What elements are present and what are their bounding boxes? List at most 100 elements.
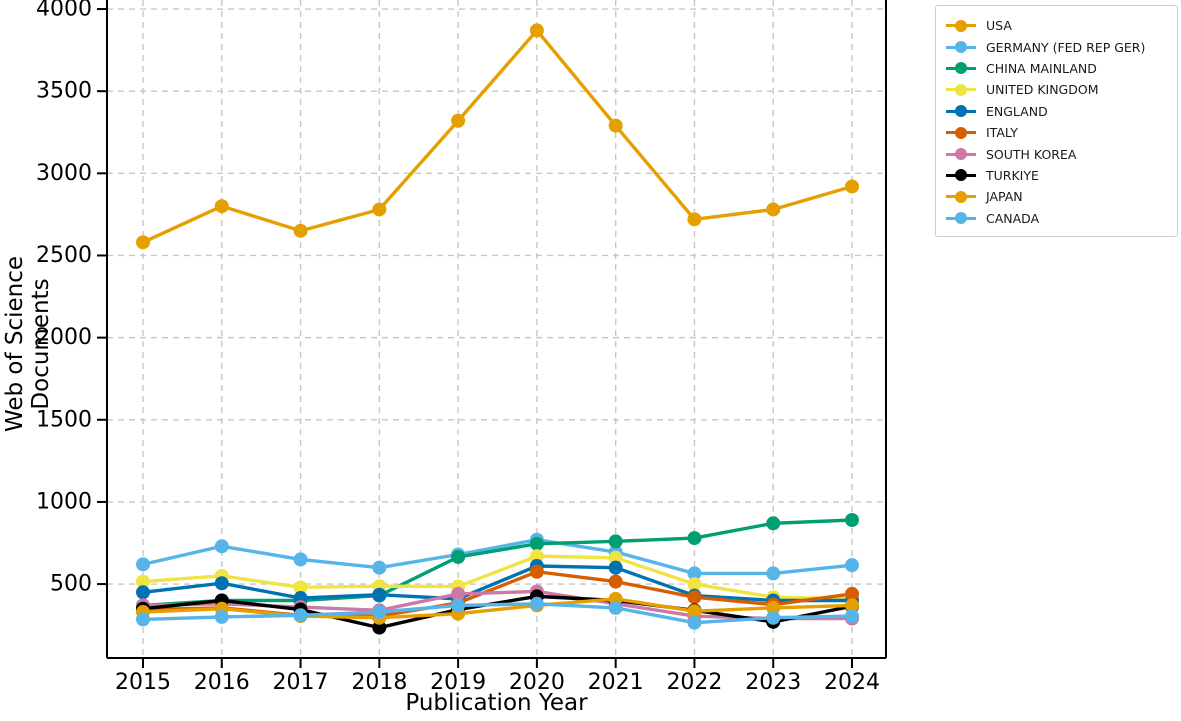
legend-label: TURKIYE bbox=[986, 167, 1039, 183]
x-tick-label: 2021 bbox=[588, 670, 644, 695]
legend: USA GERMANY (FED REP GER) CHINA MAINLAND UN… bbox=[935, 5, 1178, 237]
x-tick-label: 2022 bbox=[666, 670, 722, 695]
data-point bbox=[608, 574, 623, 589]
data-point bbox=[136, 585, 150, 600]
data-point bbox=[608, 560, 623, 575]
data-point bbox=[766, 610, 781, 625]
data-point bbox=[766, 516, 781, 531]
series-united-kingdom bbox=[136, 549, 859, 606]
y-tick-label: 1500 bbox=[36, 407, 92, 432]
data-point bbox=[136, 235, 150, 250]
legend-line-marker-icon bbox=[946, 211, 976, 225]
x-tick-label: 2019 bbox=[430, 670, 486, 695]
legend-item: GERMANY (FED REP GER) bbox=[946, 36, 1169, 57]
data-point bbox=[687, 577, 702, 592]
data-point bbox=[372, 604, 387, 619]
data-point bbox=[766, 600, 781, 615]
data-point bbox=[845, 609, 859, 624]
series-line bbox=[142, 597, 853, 620]
legend-item: UNITED KINGDOM bbox=[946, 79, 1169, 100]
data-point bbox=[214, 609, 229, 624]
legend-label: JAPAN bbox=[986, 189, 1023, 205]
x-axis-label: Publication Year bbox=[405, 690, 588, 716]
data-point bbox=[214, 539, 229, 554]
legend-item: USA bbox=[946, 15, 1169, 36]
y-tick-label: 2500 bbox=[36, 243, 92, 268]
series-line bbox=[142, 554, 853, 601]
data-point bbox=[372, 620, 387, 635]
data-point bbox=[293, 552, 308, 567]
series-germany-fed-rep-ger- bbox=[136, 532, 859, 581]
legend-item: TURKIYE bbox=[946, 165, 1169, 186]
series-line bbox=[142, 602, 853, 625]
data-point bbox=[845, 179, 859, 194]
data-point bbox=[529, 536, 544, 551]
legend-label: GERMANY (FED REP GER) bbox=[986, 39, 1146, 55]
data-point bbox=[293, 223, 308, 238]
data-point bbox=[451, 549, 466, 564]
legend-line-marker-icon bbox=[946, 147, 976, 161]
legend-label: UNITED KINGDOM bbox=[986, 82, 1099, 98]
data-point bbox=[687, 531, 702, 546]
data-point bbox=[293, 580, 308, 595]
data-point bbox=[845, 598, 859, 613]
data-point bbox=[136, 557, 150, 572]
legend-line-marker-icon bbox=[946, 61, 976, 75]
x-tick-label: 2016 bbox=[194, 670, 250, 695]
legend-item: SOUTH KOREA bbox=[946, 143, 1169, 164]
data-point bbox=[687, 212, 702, 227]
legend-label: SOUTH KOREA bbox=[986, 146, 1077, 162]
series-line bbox=[142, 537, 853, 576]
legend-line-marker-icon bbox=[946, 83, 976, 97]
series-canada bbox=[136, 596, 859, 630]
x-tick-label: 2024 bbox=[824, 670, 880, 695]
x-tick-label: 2020 bbox=[509, 670, 565, 695]
data-point bbox=[451, 598, 466, 613]
data-point bbox=[372, 587, 387, 602]
x-tick-label: 2015 bbox=[115, 670, 171, 695]
legend-label: CANADA bbox=[986, 210, 1040, 226]
data-point bbox=[451, 586, 466, 601]
y-tick-label: 2000 bbox=[36, 325, 92, 350]
data-point bbox=[529, 23, 544, 38]
y-tick-label: 500 bbox=[50, 572, 92, 597]
x-tick-label: 2023 bbox=[745, 670, 801, 695]
legend-line-marker-icon bbox=[946, 104, 976, 118]
series-usa bbox=[136, 23, 859, 250]
data-point bbox=[608, 534, 623, 549]
series-line bbox=[142, 27, 853, 244]
data-point bbox=[608, 550, 623, 565]
y-axis-label: Web of Science Documents bbox=[2, 255, 54, 433]
data-point bbox=[293, 608, 308, 623]
y-tick-label: 3000 bbox=[36, 161, 92, 186]
data-point bbox=[845, 558, 859, 573]
data-point bbox=[845, 586, 859, 601]
legend-item: JAPAN bbox=[946, 186, 1169, 207]
legend-item: ITALY bbox=[946, 122, 1169, 143]
legend-label: ITALY bbox=[986, 125, 1018, 141]
legend-item: CANADA bbox=[946, 208, 1169, 229]
data-point bbox=[845, 512, 859, 527]
data-point bbox=[766, 202, 781, 217]
legend-line-marker-icon bbox=[946, 19, 976, 33]
x-tick-label: 2017 bbox=[273, 670, 329, 695]
legend-line-marker-icon bbox=[946, 40, 976, 54]
data-point bbox=[766, 566, 781, 581]
data-point bbox=[687, 615, 702, 630]
y-tick-label: 1000 bbox=[36, 489, 92, 514]
legend-line-marker-icon bbox=[946, 190, 976, 204]
data-point bbox=[687, 604, 702, 619]
y-tick-label: 3500 bbox=[36, 79, 92, 104]
series-line bbox=[142, 518, 853, 608]
legend-item: ENGLAND bbox=[946, 101, 1169, 122]
x-tick-label: 2018 bbox=[351, 670, 407, 695]
legend-label: CHINA MAINLAND bbox=[986, 60, 1097, 76]
legend-line-marker-icon bbox=[946, 168, 976, 182]
data-point bbox=[687, 590, 702, 605]
legend-label: ENGLAND bbox=[986, 103, 1048, 119]
data-point bbox=[136, 574, 150, 589]
data-point bbox=[608, 118, 623, 133]
legend-label: USA bbox=[986, 18, 1012, 34]
